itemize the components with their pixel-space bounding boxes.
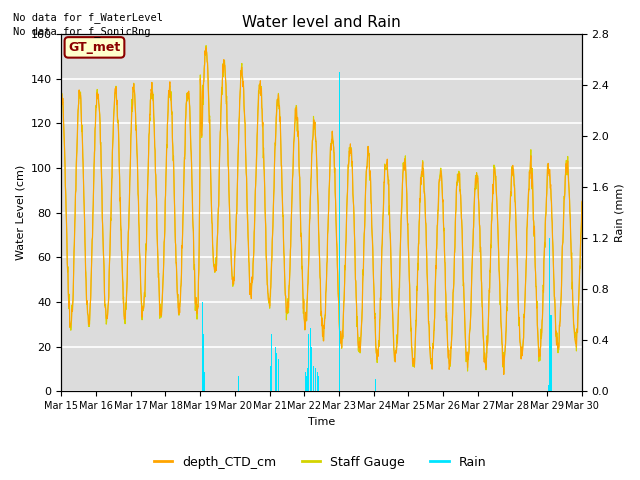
Staff Gauge (470, 198, 478, 204)
depth_CTD_cm (161, 235, 168, 241)
Bar (271, 334, 273, 391)
Staff Gauge (578, 200, 586, 205)
Legend: depth_CTD_cm, Staff Gauge, Rain: depth_CTD_cm, Staff Gauge, Rain (148, 451, 492, 474)
Bar (308, 334, 309, 391)
Line: depth_CTD_cm: depth_CTD_cm (61, 48, 582, 374)
Staff Gauge (517, 342, 525, 348)
Bar (340, 379, 341, 391)
Staff Gauge (161, 238, 168, 243)
Bar (315, 368, 316, 391)
depth_CTD_cm (232, 237, 239, 242)
Y-axis label: Rain (mm): Rain (mm) (615, 183, 625, 242)
Bar (203, 334, 204, 391)
Bar (339, 72, 340, 391)
Bar (275, 347, 276, 391)
Staff Gauge (173, 285, 181, 291)
X-axis label: Time: Time (308, 417, 335, 427)
Bar (204, 372, 205, 391)
Title: Water level and Rain: Water level and Rain (243, 15, 401, 30)
Line: Staff Gauge: Staff Gauge (61, 46, 582, 374)
depth_CTD_cm (403, 186, 410, 192)
Staff Gauge (403, 180, 410, 186)
Bar (306, 376, 307, 391)
Bar (550, 315, 551, 391)
Staff Gauge (58, 95, 65, 100)
Bar (274, 353, 275, 391)
Bar (278, 360, 279, 391)
depth_CTD_cm (58, 95, 65, 101)
Staff Gauge (202, 43, 210, 48)
Bar (549, 238, 550, 391)
depth_CTD_cm (500, 372, 508, 377)
Bar (238, 376, 239, 391)
depth_CTD_cm (470, 195, 478, 201)
Text: GT_met: GT_met (68, 41, 120, 54)
depth_CTD_cm (578, 198, 586, 204)
Bar (307, 368, 308, 391)
Bar (200, 34, 202, 391)
Y-axis label: Water Level (cm): Water Level (cm) (15, 165, 25, 260)
Text: No data for f_SonicRng: No data for f_SonicRng (13, 26, 150, 37)
depth_CTD_cm (173, 288, 181, 294)
Bar (311, 347, 312, 391)
Bar (305, 372, 306, 391)
Bar (375, 379, 376, 391)
depth_CTD_cm (517, 344, 525, 350)
depth_CTD_cm (202, 45, 210, 50)
Staff Gauge (232, 235, 239, 240)
Bar (317, 376, 319, 391)
Bar (270, 366, 271, 391)
Bar (313, 366, 314, 391)
Text: No data for f_WaterLevel: No data for f_WaterLevel (13, 12, 163, 23)
Staff Gauge (500, 371, 508, 377)
